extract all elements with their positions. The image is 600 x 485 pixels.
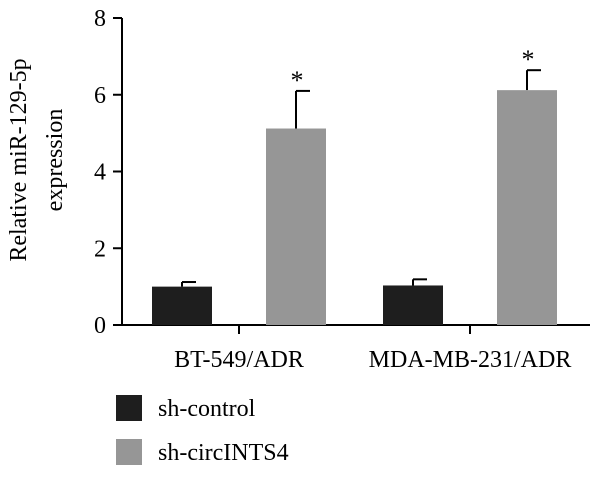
y-tick-label: 0 bbox=[94, 313, 106, 339]
axes: 0 2 4 6 8 BT-549/ADR MDA-MB-231/ADR bbox=[94, 6, 590, 373]
bar bbox=[497, 90, 557, 326]
legend-swatch bbox=[116, 439, 142, 465]
legend: sh-control sh-circINTS4 bbox=[116, 395, 289, 466]
y-tick-label: 6 bbox=[94, 83, 106, 109]
bar bbox=[152, 286, 212, 325]
y-axis-label: Relative miR-129-5p expression bbox=[6, 58, 68, 261]
legend-swatch bbox=[116, 395, 142, 421]
y-axis-label-line: expression bbox=[42, 109, 68, 212]
x-tick-label: BT-549/ADR bbox=[174, 347, 304, 373]
legend-label: sh-control bbox=[158, 396, 256, 422]
significance-mark: * bbox=[522, 45, 535, 74]
bar bbox=[266, 128, 326, 325]
x-tick-label: MDA-MB-231/ADR bbox=[369, 347, 572, 373]
y-tick-label: 2 bbox=[94, 236, 106, 262]
bars: ** bbox=[152, 45, 557, 326]
legend-label: sh-circINTS4 bbox=[158, 440, 289, 466]
y-axis-label-line: Relative miR-129-5p bbox=[6, 58, 32, 261]
bar bbox=[383, 285, 443, 325]
significance-mark: * bbox=[291, 66, 304, 95]
y-tick-label: 8 bbox=[94, 6, 106, 32]
y-tick-label: 4 bbox=[94, 160, 106, 186]
